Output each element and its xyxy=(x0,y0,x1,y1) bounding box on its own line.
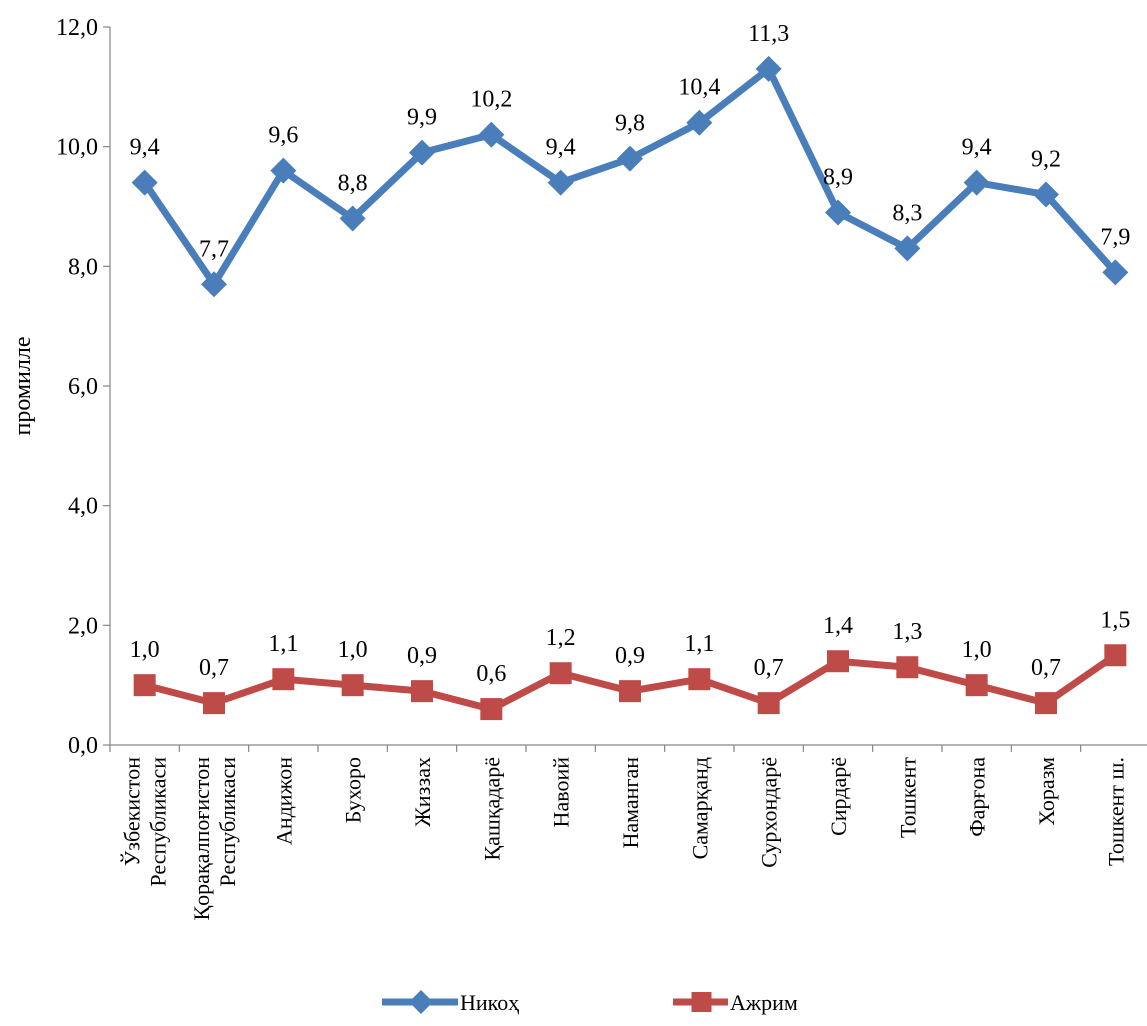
data-point-square xyxy=(1035,692,1057,715)
data-label: 0,7 xyxy=(199,655,229,681)
data-label: 9,4 xyxy=(130,135,160,161)
data-labels-layer: 9,4 7,7 9,6 8,8 9,9 10,2 9,4 9,8 10,4 11,3 8,9 8,3 9… xyxy=(130,21,1131,687)
category-label: Тошкент xyxy=(895,757,920,838)
data-label: 9,8 xyxy=(615,111,645,137)
category-label: Қорақалпоғистон xyxy=(189,757,214,921)
data-point-diamond xyxy=(201,271,227,298)
y-axis-title: промилле xyxy=(10,336,36,435)
y-tick-label: 4,0 xyxy=(68,494,98,520)
data-point-diamond xyxy=(478,121,505,148)
data-point-diamond xyxy=(409,139,435,166)
data-label: 1,1 xyxy=(684,631,714,657)
category-label: Тошкент ш. xyxy=(1103,757,1128,866)
data-point-square xyxy=(133,674,156,697)
category-label: Андижон xyxy=(271,757,296,845)
legend-square-icon xyxy=(691,992,712,1012)
data-point-diamond xyxy=(617,145,643,172)
data-point-square xyxy=(896,656,919,679)
data-point-diamond xyxy=(686,109,713,136)
category-label: Навоий xyxy=(549,757,574,828)
data-label: 1,4 xyxy=(823,613,853,639)
data-label: 1,2 xyxy=(546,625,576,651)
category-label: Бухоро xyxy=(341,757,366,823)
data-label: 10,4 xyxy=(678,75,720,101)
data-label: 0,7 xyxy=(754,655,784,681)
data-label: 1,0 xyxy=(130,637,160,663)
data-point-square xyxy=(411,680,433,703)
category-label: Республикаси xyxy=(146,757,171,887)
data-point-square xyxy=(480,698,503,721)
y-tick-label: 0,0 xyxy=(68,733,98,759)
data-label: 1,1 xyxy=(268,631,298,657)
data-point-square xyxy=(341,674,364,697)
data-point-square xyxy=(272,668,295,691)
data-label: 9,4 xyxy=(546,135,576,161)
data-point-diamond xyxy=(1033,181,1059,208)
data-label: 11,3 xyxy=(748,21,789,47)
data-point-square xyxy=(827,650,849,673)
data-label: 0,7 xyxy=(1031,655,1061,681)
data-point-diamond xyxy=(339,205,366,232)
category-label: Сирдарё xyxy=(826,757,851,836)
data-point-square xyxy=(688,668,711,691)
y-tick-label: 12,0 xyxy=(56,15,98,41)
data-point-square xyxy=(549,662,572,685)
data-point-square xyxy=(1104,644,1127,667)
data-point-diamond xyxy=(131,169,158,196)
data-label: 1,3 xyxy=(892,619,922,645)
axes: 0,0 2,0 4,0 6,0 8,0 10,0 12,0 промилле xyxy=(10,15,1147,759)
category-labels-layer: Ўзбекистон Республикаси Қорақалпоғистон Рес… xyxy=(120,757,1129,921)
category-label: Жиззах xyxy=(410,757,435,827)
category-label: Қашқадарё xyxy=(479,757,504,861)
data-point-square xyxy=(619,680,641,703)
data-point-square xyxy=(965,674,988,697)
data-point-diamond xyxy=(547,169,574,196)
legend: Никоҳ Ажрим xyxy=(382,990,798,1015)
data-label: 9,4 xyxy=(962,135,992,161)
data-label: 1,0 xyxy=(338,637,368,663)
data-label: 8,8 xyxy=(338,170,368,196)
data-label: 9,6 xyxy=(268,123,298,149)
data-point-diamond xyxy=(1102,259,1129,286)
data-label: 1,0 xyxy=(962,637,992,663)
data-label: 10,2 xyxy=(470,87,512,113)
data-point-square xyxy=(203,692,225,715)
legend-item-0: Никоҳ xyxy=(382,990,519,1015)
data-point-diamond xyxy=(755,55,782,82)
legend-diamond-icon xyxy=(409,990,433,1014)
series-layer xyxy=(131,55,1129,721)
category-label: Наманган xyxy=(618,757,643,849)
data-label: 0,6 xyxy=(476,661,506,687)
category-label: Самарқанд xyxy=(687,757,712,859)
data-point-diamond xyxy=(894,235,921,262)
data-label: 7,9 xyxy=(1100,224,1130,250)
data-label: 9,9 xyxy=(407,105,437,131)
category-label: Республикаси xyxy=(215,757,240,887)
data-label: 1,5 xyxy=(1100,607,1130,633)
data-label: 8,9 xyxy=(823,164,853,190)
data-point-diamond xyxy=(825,199,851,226)
y-tick-label: 10,0 xyxy=(56,135,98,161)
data-point-square xyxy=(757,692,780,715)
y-tick-label: 6,0 xyxy=(68,374,98,400)
category-label: Хоразм xyxy=(1034,757,1059,826)
category-label: Фарғона xyxy=(965,757,990,837)
legend-label: Никоҳ xyxy=(460,990,519,1015)
data-label: 0,9 xyxy=(407,643,437,669)
data-label: 8,3 xyxy=(892,200,922,226)
data-label: 7,7 xyxy=(199,236,229,262)
legend-label: Ажрим xyxy=(730,990,798,1015)
data-label: 9,2 xyxy=(1031,147,1061,173)
category-label: Ўзбекистон xyxy=(120,757,145,866)
y-tick-label: 2,0 xyxy=(68,613,98,639)
data-point-diamond xyxy=(963,169,990,196)
data-label: 0,9 xyxy=(615,643,645,669)
data-point-diamond xyxy=(270,157,297,184)
category-label: Сурхондарё xyxy=(757,757,782,868)
legend-item-1: Ажрим xyxy=(673,990,798,1015)
y-tick-label: 8,0 xyxy=(68,254,98,280)
